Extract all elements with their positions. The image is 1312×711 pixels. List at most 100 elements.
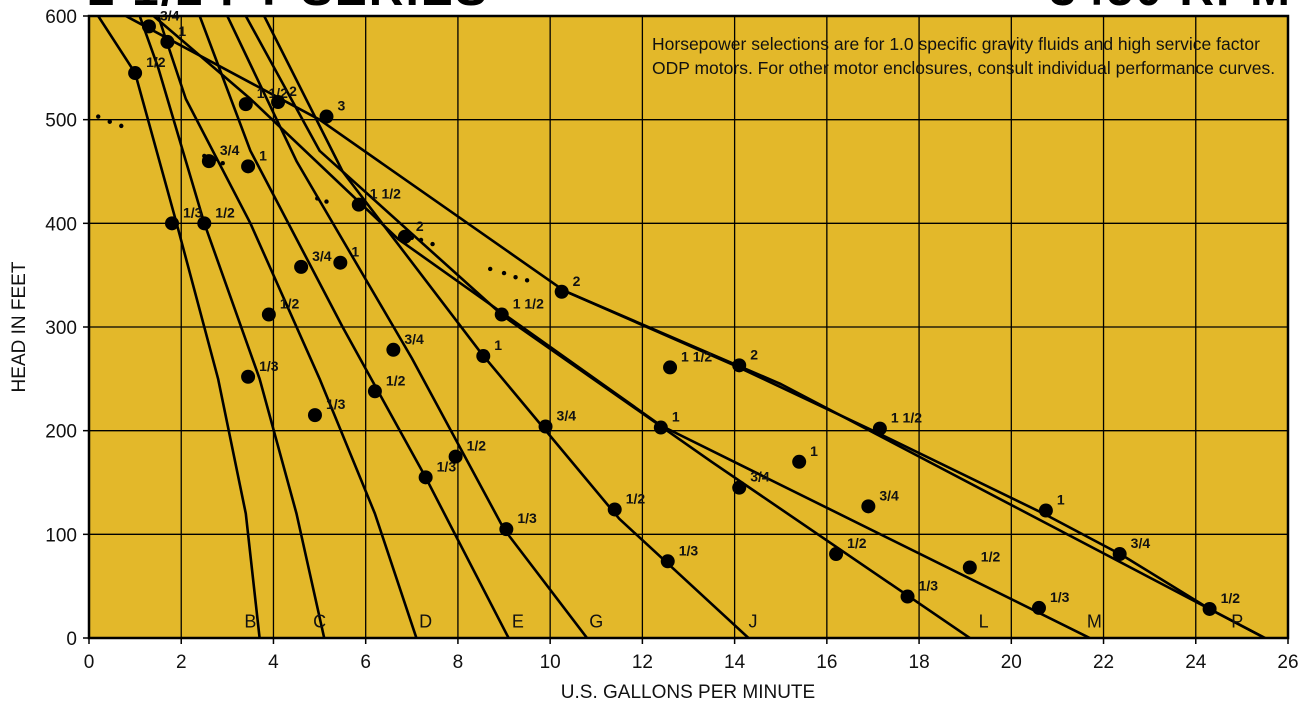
curve-letter: M <box>1087 612 1102 632</box>
hp-label: 3/4 <box>220 142 240 158</box>
curve-letter: E <box>512 612 524 632</box>
hp-label: 1 <box>1057 491 1065 507</box>
hp-label: 1/2 <box>467 438 487 454</box>
hp-marker <box>1203 602 1217 616</box>
hp-marker <box>792 455 806 469</box>
x-tick-label: 2 <box>176 652 187 673</box>
curve-letter: P <box>1231 612 1243 632</box>
hp-marker <box>165 216 179 230</box>
y-tick-label: 600 <box>45 7 77 28</box>
curve-letter: C <box>313 612 326 632</box>
hp-marker <box>352 198 366 212</box>
hp-marker <box>608 502 622 516</box>
hp-label: 3/4 <box>879 487 899 503</box>
curve-letter: G <box>589 612 603 632</box>
hp-label: 1/2 <box>1221 590 1241 606</box>
hp-label: 1 <box>178 23 186 39</box>
x-tick-label: 4 <box>268 652 279 673</box>
x-tick-label: 10 <box>540 652 561 673</box>
hp-marker <box>555 285 569 299</box>
dot-mark <box>96 114 100 118</box>
hp-marker <box>476 349 490 363</box>
hp-marker <box>333 256 347 270</box>
hp-marker <box>241 159 255 173</box>
x-tick-label: 18 <box>909 652 930 673</box>
hp-marker <box>663 360 677 374</box>
hp-marker <box>202 154 216 168</box>
dot-mark <box>525 278 529 282</box>
hp-marker <box>128 66 142 80</box>
y-tick-label: 0 <box>66 629 77 650</box>
hp-label: 1/3 <box>679 542 699 558</box>
hp-marker <box>901 590 915 604</box>
x-tick-label: 8 <box>453 652 464 673</box>
hp-label: 1/2 <box>626 490 646 506</box>
hp-marker <box>499 522 513 536</box>
hp-marker <box>239 97 253 111</box>
hp-marker <box>1032 601 1046 615</box>
dot-mark <box>419 238 423 242</box>
hp-label: 1/2 <box>146 54 166 70</box>
y-tick-label: 300 <box>45 318 77 339</box>
hp-marker <box>495 308 509 322</box>
hp-label: 1/3 <box>183 204 203 220</box>
dot-mark <box>488 267 492 271</box>
hp-label: 1 1/2 <box>370 186 401 202</box>
dot-mark <box>502 271 506 275</box>
hp-label: 3/4 <box>312 248 332 264</box>
curve-letter: D <box>419 612 432 632</box>
hp-marker <box>319 110 333 124</box>
y-tick-label: 200 <box>45 422 77 443</box>
dot-mark <box>513 275 517 279</box>
hp-marker <box>419 470 433 484</box>
hp-label: 1/3 <box>919 578 939 594</box>
hp-label: 1 <box>810 443 818 459</box>
hp-marker <box>197 216 211 230</box>
hp-marker <box>241 370 255 384</box>
hp-label: 3/4 <box>750 469 770 485</box>
horsepower-note: Horsepower selections are for 1.0 specif… <box>652 32 1292 80</box>
hp-marker <box>368 384 382 398</box>
hp-marker <box>308 408 322 422</box>
dot-mark <box>119 124 123 128</box>
hp-label: 1/2 <box>981 549 1001 565</box>
hp-label: 1/3 <box>259 358 279 374</box>
hp-label: 1/3 <box>517 510 537 526</box>
hp-label: 1/3 <box>1050 589 1070 605</box>
hp-marker <box>142 19 156 33</box>
hp-marker <box>539 420 553 434</box>
hp-marker <box>732 358 746 372</box>
hp-label: 3/4 <box>404 331 424 347</box>
hp-label: 1 <box>259 147 267 163</box>
hp-label: 1/2 <box>280 296 300 312</box>
x-tick-label: 14 <box>724 652 746 673</box>
hp-marker <box>294 260 308 274</box>
hp-marker <box>449 450 463 464</box>
hp-label: 1 <box>351 244 359 260</box>
hp-marker <box>1039 503 1053 517</box>
hp-label: 1 1/2 <box>891 410 922 426</box>
hp-label: 2 <box>573 273 581 289</box>
x-tick-label: 12 <box>632 652 653 673</box>
y-tick-label: 100 <box>45 525 77 546</box>
hp-label: 2 <box>750 346 758 362</box>
dot-mark <box>315 196 319 200</box>
hp-label: 1/2 <box>847 535 867 551</box>
dot-mark <box>108 120 112 124</box>
curve-letter: L <box>979 612 989 632</box>
hp-label: 2 <box>289 83 297 99</box>
hp-label: 1 1/2 <box>513 296 544 312</box>
x-tick-label: 16 <box>816 652 837 673</box>
curve-letter: B <box>244 612 256 632</box>
y-tick-label: 400 <box>45 214 77 235</box>
x-tick-label: 26 <box>1277 652 1298 673</box>
hp-marker <box>873 422 887 436</box>
hp-marker <box>386 343 400 357</box>
hp-marker <box>398 230 412 244</box>
hp-marker <box>963 561 977 575</box>
hp-marker <box>271 95 285 109</box>
x-tick-label: 20 <box>1001 652 1022 673</box>
hp-label: 1 <box>494 337 502 353</box>
y-axis-title: HEAD IN FEET <box>9 261 30 392</box>
hp-marker <box>732 481 746 495</box>
